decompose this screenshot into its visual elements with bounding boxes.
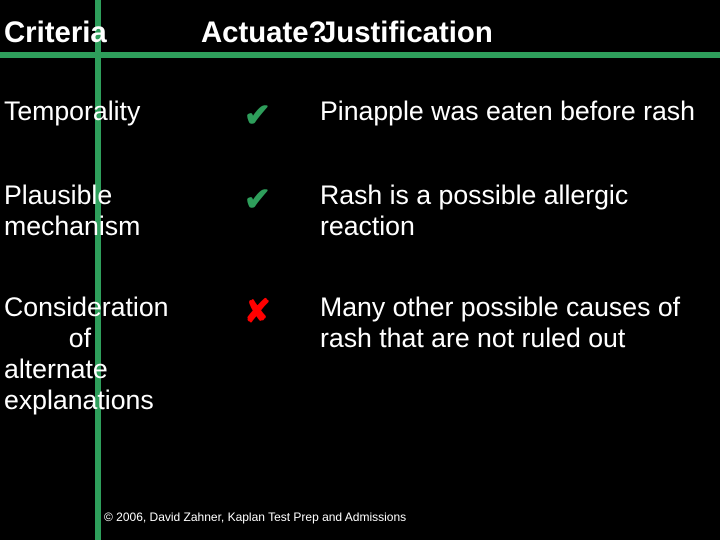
header-justification: Justification bbox=[320, 16, 493, 50]
row0-justification: Pinapple was eaten before rash bbox=[320, 96, 700, 127]
header-criteria: Criteria bbox=[4, 16, 92, 50]
row0-criteria: Temporality bbox=[4, 96, 91, 127]
row2-justification: Many other possible causes of rash that … bbox=[320, 292, 700, 354]
row0-check-icon: ✔ bbox=[244, 96, 271, 134]
row2-criteria: Consideration of alternate explanations bbox=[4, 292, 91, 416]
horizontal-rule bbox=[0, 52, 720, 58]
row1-check-icon: ✔ bbox=[244, 180, 271, 218]
vertical-rule bbox=[95, 0, 101, 540]
row1-criteria: Plausible mechanism bbox=[4, 180, 91, 242]
header-actuate: Actuate? bbox=[201, 16, 326, 50]
footer-copyright: © 2006, David Zahner, Kaplan Test Prep a… bbox=[104, 510, 406, 524]
row2-cross-icon: ✘ bbox=[244, 292, 271, 330]
slide: Criteria Actuate? Justification Temporal… bbox=[0, 0, 720, 540]
row1-justification: Rash is a possible allergic reaction bbox=[320, 180, 700, 242]
